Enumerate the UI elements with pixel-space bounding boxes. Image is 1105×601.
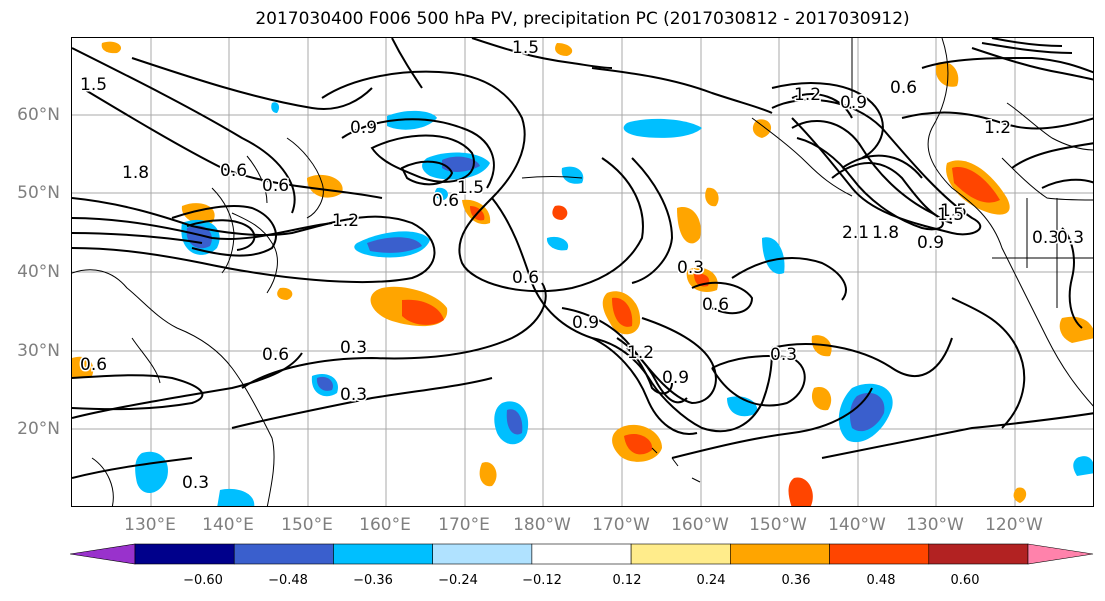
colorbar-swatch <box>233 543 334 565</box>
lat-label: 50°N <box>17 183 60 203</box>
lon-label: 130°W <box>906 515 964 535</box>
contour-label: 0.3 <box>677 258 704 278</box>
colorbar-tick: 0.60 <box>950 573 980 588</box>
contour-label: 0.3 <box>340 338 367 358</box>
lon-label: 140°W <box>828 515 886 535</box>
colorbar-swatch <box>531 543 632 565</box>
lon-label: 140°E <box>202 515 254 535</box>
contour-labels: 1.5 1.5 1.2 0.9 0.6 1.2 1.5 0.3 1.8 0.6 … <box>79 38 1086 495</box>
colorbar-swatch <box>333 543 433 565</box>
contour-label: 0.3 <box>1032 228 1059 248</box>
lat-label: 20°N <box>17 419 60 439</box>
contour-label: 0.6 <box>220 161 247 181</box>
contour-label: 1.5 <box>457 178 484 198</box>
colorbar-tick: 0.24 <box>696 573 726 588</box>
colorbar-tick: 0.12 <box>612 573 642 588</box>
map-title: 2017030400 F006 500 hPa PV, precipitatio… <box>255 9 910 29</box>
colorbar-tick: −0.48 <box>268 573 308 588</box>
colorbar-tick: −0.60 <box>183 573 223 588</box>
contour-label: 2.1 <box>842 223 869 243</box>
colorbar-swatch <box>730 543 830 565</box>
contour-label: 1.5 <box>940 201 967 221</box>
contour-label: 1.2 <box>794 85 821 105</box>
map-panel: 1.5 1.5 1.2 0.9 0.6 1.2 1.5 0.3 1.8 0.6 … <box>71 37 1094 507</box>
lat-label: 40°N <box>17 262 60 282</box>
lon-label: 150°W <box>749 515 807 535</box>
colorbar-tick: 0.48 <box>866 573 896 588</box>
contour-label: 0.9 <box>350 118 377 138</box>
contour-label: 0.9 <box>840 93 867 113</box>
colorbar-tick: 0.36 <box>781 573 811 588</box>
contour-label: 0.6 <box>512 268 539 288</box>
lon-label: 150°E <box>281 515 333 535</box>
colorbar-swatch <box>829 543 930 565</box>
contour-label: 0.6 <box>890 78 917 98</box>
contour-label: 1.5 <box>512 38 539 58</box>
contour-label: 1.2 <box>332 211 359 231</box>
coastlines <box>72 38 1093 506</box>
contour-label: 0.6 <box>432 191 459 211</box>
contour-label: 0.3 <box>182 473 209 493</box>
pv-contours <box>72 38 1093 479</box>
contour-label: 0.3 <box>1057 228 1084 248</box>
contour-label: 1.5 <box>937 205 964 225</box>
colorbar-swatch <box>630 543 731 565</box>
contour-label: 0.6 <box>262 176 289 196</box>
contour-label: 0.3 <box>340 385 367 405</box>
contour-label: 0.3 <box>770 345 797 365</box>
contour-label: 1.2 <box>984 118 1011 138</box>
colorbar-swatches <box>69 543 1094 565</box>
colorbar-extend-high <box>1027 543 1094 565</box>
lat-label: 60°N <box>17 105 60 125</box>
contour-label: 1.5 <box>80 75 107 95</box>
lon-label: 120°W <box>985 515 1043 535</box>
contour-label: 1.2 <box>627 343 654 363</box>
contour-label: 0.9 <box>572 313 599 333</box>
contour-label: 1.8 <box>122 163 149 183</box>
contour-label: 0.6 <box>702 295 729 315</box>
colorbar-tick: −0.36 <box>353 573 393 588</box>
colorbar-extend-low <box>69 543 136 565</box>
contour-label: 0.6 <box>262 345 289 365</box>
colorbar <box>69 541 1095 571</box>
lon-label: 170°E <box>438 515 490 535</box>
precip-positive <box>72 41 1093 506</box>
contour-label: 0.9 <box>662 368 689 388</box>
contour-label: 1.8 <box>872 223 899 243</box>
colorbar-swatch <box>928 543 1029 565</box>
colorbar-tick: −0.24 <box>438 573 478 588</box>
contour-label: 0.6 <box>80 355 107 375</box>
graticule <box>72 38 1093 506</box>
colorbar-swatch <box>432 543 533 565</box>
colorbar-tick: −0.12 <box>522 573 562 588</box>
lat-label: 30°N <box>17 341 60 361</box>
map-canvas: 1.5 1.5 1.2 0.9 0.6 1.2 1.5 0.3 1.8 0.6 … <box>72 38 1093 506</box>
lon-label: 160°E <box>359 515 411 535</box>
colorbar-swatch <box>134 543 235 565</box>
lon-label: 130°E <box>124 515 176 535</box>
contour-label: 0.9 <box>917 233 944 253</box>
lon-label: 160°W <box>671 515 729 535</box>
lon-label: 180°W <box>513 515 571 535</box>
lon-label: 170°W <box>592 515 650 535</box>
